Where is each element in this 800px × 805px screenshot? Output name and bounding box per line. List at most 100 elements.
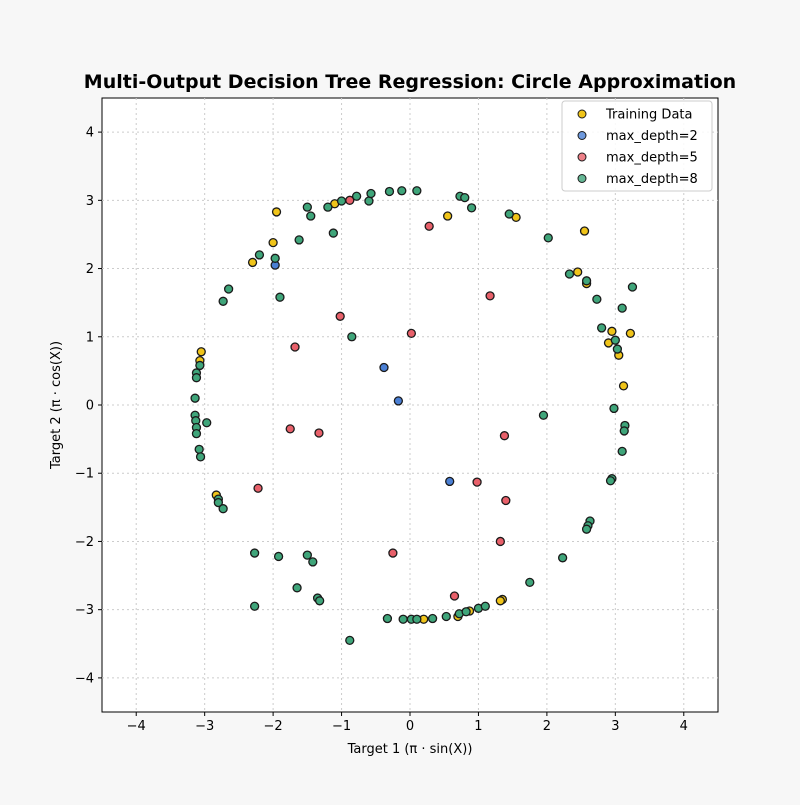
data-point (412, 614, 422, 624)
data-point (290, 342, 300, 352)
x-tick-label: 1 (474, 719, 482, 734)
x-tick-label: 2 (543, 719, 551, 734)
data-point (382, 613, 393, 624)
x-axis-label: Target 1 (π · sin(X)) (347, 742, 473, 757)
data-point (306, 211, 316, 221)
y-tick-label: 3 (86, 194, 94, 209)
data-point (247, 257, 258, 268)
legend-label: max_depth=2 (606, 129, 698, 144)
data-point (625, 328, 636, 339)
data-point (195, 452, 206, 462)
data-point (271, 207, 282, 217)
data-point (364, 196, 374, 206)
data-point (249, 548, 260, 558)
data-point (610, 335, 620, 345)
y-tick-label: 0 (86, 399, 94, 414)
y-axis-label: Target 2 (π · cos(X)) (49, 341, 64, 470)
legend-label: max_depth=5 (606, 151, 698, 166)
data-point (196, 347, 206, 357)
x-tick-label: −4 (127, 719, 146, 734)
data-point (292, 583, 302, 593)
data-points (190, 186, 638, 646)
data-point (270, 253, 280, 263)
data-point (218, 296, 228, 306)
data-point (538, 410, 549, 420)
data-point (398, 614, 408, 624)
legend-marker (577, 152, 587, 162)
series-1 (270, 260, 455, 487)
x-tick-label: −1 (332, 719, 351, 734)
data-point (323, 202, 333, 212)
data-point (366, 188, 376, 199)
data-point (268, 237, 278, 248)
data-point (581, 524, 592, 534)
data-point (195, 360, 205, 371)
data-point (441, 611, 451, 622)
data-point (472, 477, 482, 487)
legend-marker (577, 109, 587, 119)
x-axis-ticks: −4 −3 −2 −1 0 1 2 3 4 (127, 712, 688, 734)
data-point (617, 446, 627, 457)
data-point (618, 381, 629, 391)
data-point (406, 328, 417, 339)
data-point (445, 476, 455, 487)
data-point (442, 211, 453, 221)
data-point (302, 550, 312, 560)
data-point (249, 601, 260, 611)
legend: Training Data max_depth=2 max_depth=5 max_d… (561, 100, 713, 192)
data-point (273, 551, 284, 562)
data-point (308, 557, 318, 567)
data-point (345, 635, 355, 646)
data-point (499, 431, 510, 441)
x-tick-label: 0 (406, 719, 414, 734)
data-point (223, 284, 234, 294)
data-point (466, 203, 477, 213)
data-point (501, 495, 511, 506)
data-point (384, 186, 395, 197)
data-point (335, 311, 345, 321)
data-point (460, 192, 470, 203)
data-point (191, 429, 202, 439)
x-tick-label: −3 (195, 719, 214, 734)
data-point (612, 344, 623, 354)
data-point (393, 396, 404, 406)
y-tick-label: 1 (86, 330, 94, 345)
data-point (609, 403, 619, 414)
data-point (607, 326, 617, 336)
data-point (617, 303, 627, 313)
data-point (449, 591, 460, 601)
data-point (480, 601, 490, 611)
series-2 (253, 195, 511, 601)
data-point (424, 221, 434, 231)
y-tick-label: 2 (86, 262, 94, 277)
data-point (504, 209, 514, 219)
data-point (379, 362, 389, 373)
data-point (605, 476, 616, 486)
legend-marker (577, 131, 587, 140)
data-point (543, 233, 553, 243)
series-3 (190, 186, 638, 646)
data-point (254, 250, 265, 260)
x-tick-label: −2 (264, 719, 283, 734)
data-point (581, 276, 592, 286)
data-point (525, 577, 535, 588)
y-tick-label: −3 (75, 603, 94, 618)
data-point (412, 186, 422, 196)
data-point (592, 294, 602, 304)
data-point (619, 426, 629, 436)
data-point (302, 202, 312, 212)
data-point (573, 267, 583, 277)
data-point (328, 228, 338, 238)
data-point (315, 596, 325, 606)
y-tick-label: −4 (75, 671, 94, 686)
data-point (485, 291, 495, 301)
data-point (397, 186, 407, 196)
data-point (347, 332, 357, 342)
data-point (294, 235, 304, 245)
data-point (336, 196, 347, 206)
data-point (579, 226, 590, 236)
y-axis-ticks: −4 −3 −2 −1 0 1 2 3 4 (75, 126, 102, 686)
data-point (461, 607, 471, 617)
data-point (596, 323, 607, 333)
y-tick-label: 4 (86, 126, 94, 141)
